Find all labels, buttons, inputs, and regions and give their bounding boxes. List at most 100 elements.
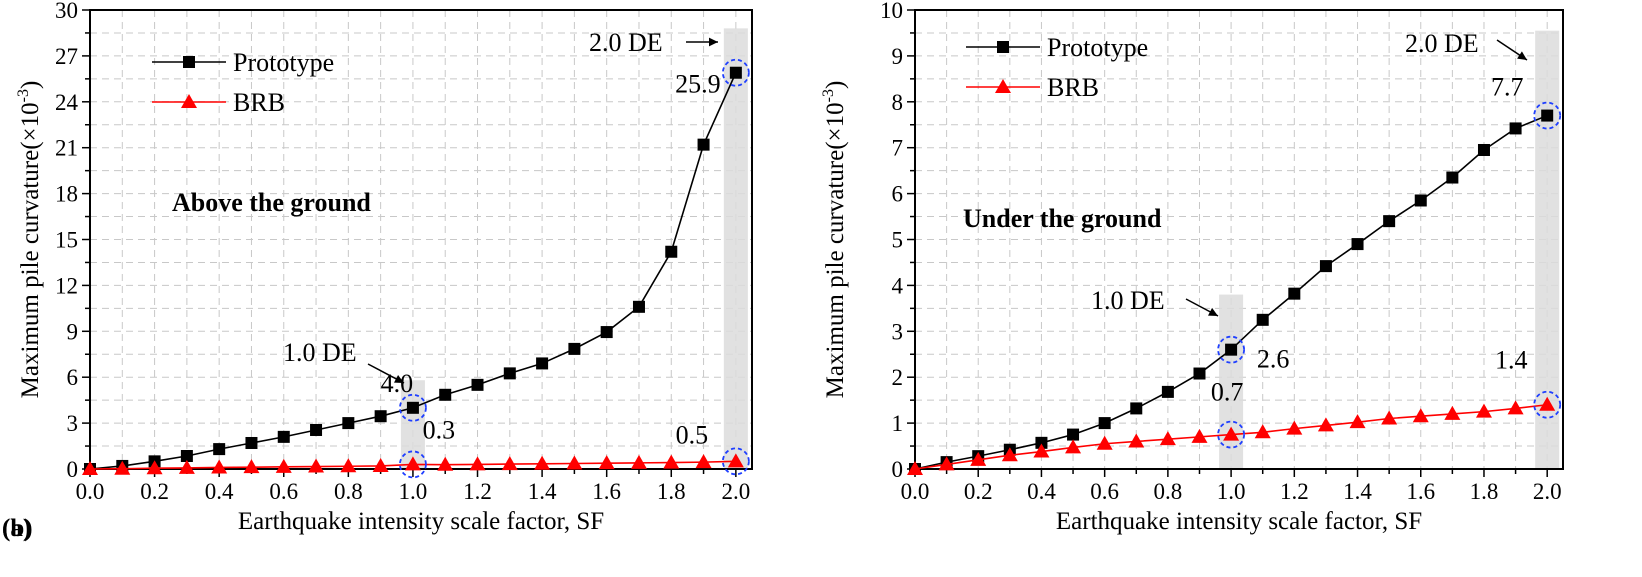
highlight-circle: [1533, 390, 1562, 419]
data-point-brb: [1475, 403, 1492, 418]
data-point-prototype: [1161, 385, 1174, 398]
data-point-brb: [340, 458, 357, 473]
data-point-brb: [1507, 400, 1524, 415]
data-point-prototype: [1067, 428, 1080, 441]
legend-label-brb: BRB: [233, 88, 285, 117]
x-tick-label: 0.8: [334, 479, 363, 504]
data-point-brb: [630, 454, 647, 469]
x-tick-label: 1.4: [1343, 479, 1372, 504]
y-tick-label: 9: [67, 319, 79, 344]
y-axis-title-close: ): [17, 81, 44, 89]
y-tick-label: 10: [880, 0, 903, 23]
x-tick-label: 1.2: [463, 479, 492, 504]
data-point-prototype: [632, 300, 645, 313]
data-point-brb: [663, 454, 680, 469]
x-tick-label: 1.0: [399, 479, 428, 504]
data-point-brb: [1444, 405, 1461, 420]
data-point-brb: [1191, 428, 1208, 443]
data-point-brb: [1223, 426, 1240, 441]
data-label: 1.4: [1495, 346, 1528, 375]
highlight-band-20de: [1535, 30, 1560, 470]
data-label: 2.6: [1257, 345, 1290, 374]
panel-b: 0.0 0.2 0.4 0.6 0.8 1.0 1.2 1.4 1.6 1.8 2.00123456…: [2, 0, 1564, 542]
panel-a: 0.0 0.2 0.4 0.6 0.8 1.0 1.2 1.4 1.6 1.8 2.0 0 3 6 9 12 1…: [2, 0, 753, 542]
data-point-prototype: [1477, 143, 1490, 156]
y-tick-label: 0: [67, 457, 79, 482]
y-axis-title-main: Maximum pile curvature(×10: [17, 102, 44, 398]
data-point-prototype: [1541, 109, 1554, 122]
y-tick-label: 1: [892, 411, 904, 436]
y-tick-label: 4: [892, 273, 904, 298]
x-tick-label: 1.6: [592, 479, 621, 504]
y-tick-label: 0: [892, 457, 904, 482]
y-tick-label: 24: [55, 90, 79, 115]
x-tick-label: 1.2: [1280, 479, 1309, 504]
data-point-brb: [727, 453, 744, 468]
y-tick-label: 2: [892, 365, 904, 390]
data-point-prototype: [536, 357, 549, 370]
data-point-prototype: [310, 423, 323, 436]
highlight-circle: [1217, 420, 1245, 449]
x-tick-label: 0.4: [205, 479, 234, 504]
data-point-brb: [1159, 431, 1176, 446]
legend-label-brb: BRB: [1047, 73, 1099, 102]
y-tick-label: 9: [892, 44, 904, 69]
de-label: 2.0 DE: [1405, 29, 1479, 58]
data-label: 25.9: [675, 70, 721, 99]
data-point-brb: [907, 461, 923, 475]
data-point-brb: [1128, 433, 1145, 448]
data-point-prototype: [277, 430, 290, 443]
data-point-prototype: [665, 245, 678, 258]
data-point-brb: [534, 455, 551, 470]
y-tick-label: 30: [55, 0, 78, 23]
x-tick-label: 0.6: [1090, 479, 1119, 504]
x-axis-title: Earthquake intensity scale factor, SF: [238, 508, 604, 535]
x-tick-label: 1.8: [1470, 479, 1499, 504]
data-point-brb: [178, 459, 195, 474]
x-tick-label: 0.6: [269, 479, 298, 504]
x-tick-label: 0.2: [964, 479, 993, 504]
x-tick-label: 2.0: [721, 479, 750, 504]
panel-label: (a): [2, 515, 31, 542]
data-point-prototype: [406, 401, 419, 414]
x-tick-label: 0.8: [1154, 479, 1183, 504]
y-tick-label: 18: [55, 182, 78, 207]
y-axis-title-close: ): [822, 81, 849, 89]
data-point-brb: [114, 460, 131, 475]
y-tick-label: 6: [67, 365, 79, 390]
data-point-brb: [1381, 410, 1398, 425]
y-tick-label: 12: [55, 273, 78, 298]
data-point-brb: [211, 459, 228, 474]
data-point-brb: [372, 457, 389, 472]
y-tick-label: 6: [892, 182, 904, 207]
data-point-brb: [308, 458, 325, 473]
legend-label-prototype: Prototype: [233, 48, 334, 77]
y-axis-title-main: Maximum pile curvature(×10: [822, 102, 849, 398]
data-point-prototype: [213, 443, 226, 456]
data-point-prototype: [1288, 287, 1301, 300]
data-point-brb: [1412, 408, 1429, 423]
highlight-circle: [399, 393, 427, 422]
data-point-prototype: [1414, 194, 1427, 207]
data-point-brb: [1349, 414, 1366, 429]
x-tick-label: 0.2: [140, 479, 169, 504]
data-point-prototype: [1509, 122, 1522, 135]
data-point-prototype: [1256, 313, 1269, 326]
data-label: 0.5: [676, 420, 709, 449]
highlight-circle: [399, 450, 427, 479]
data-point-brb: [566, 455, 583, 470]
de-label: 2.0 DE: [589, 28, 663, 57]
y-tick-label: 8: [892, 90, 904, 115]
data-point-brb: [1001, 447, 1018, 462]
region-label: Under the ground: [963, 204, 1162, 233]
y-axis-title-exp: -3: [820, 89, 837, 102]
y-axis-title: Maximum pile curvature(×10-3): [820, 81, 849, 399]
x-tick-label: 2.0: [1533, 479, 1562, 504]
data-point-prototype: [1193, 367, 1206, 380]
data-point-prototype: [1383, 215, 1396, 228]
de-arrow-head: [394, 374, 404, 383]
y-tick-label: 7: [892, 136, 904, 161]
de-arrow-head: [1517, 51, 1527, 60]
data-point-brb: [1317, 417, 1334, 432]
de-arrow-head: [1208, 307, 1218, 316]
